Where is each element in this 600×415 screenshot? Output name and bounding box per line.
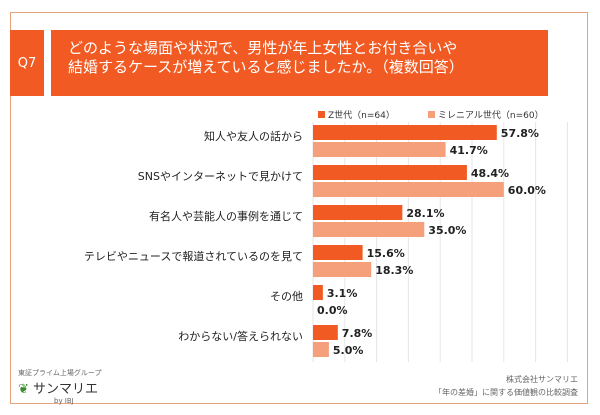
data-label: 35.0% xyxy=(428,224,466,237)
bar xyxy=(313,165,467,180)
data-label: 0.0% xyxy=(317,304,348,317)
category-label: 知人や友人の話から xyxy=(204,129,303,143)
chart-title: どのような場面や状況で、男性が年上女性とお付き合いや 結婚するケースが増えている… xyxy=(51,30,548,96)
data-label: 7.8% xyxy=(342,327,373,340)
bar xyxy=(313,342,329,357)
data-label: 60.0% xyxy=(508,184,546,197)
legend-swatch xyxy=(428,111,435,118)
legend-label: ミレニアル世代（n=60） xyxy=(438,111,544,121)
data-label: 28.1% xyxy=(406,207,444,220)
bar xyxy=(313,142,446,157)
logo-by: by IBJ xyxy=(54,397,74,405)
category-label: SNSやインターネットで見かけて xyxy=(138,170,303,183)
logo: 東証プライム上場グループ ❦ サンマリエ by IBJ xyxy=(18,369,102,405)
bar xyxy=(313,325,338,340)
data-label: 57.8% xyxy=(501,127,539,140)
legend-label: Z世代（n=64） xyxy=(328,111,395,121)
data-label: 3.1% xyxy=(327,287,358,300)
data-label: 48.4% xyxy=(471,167,509,180)
bar xyxy=(313,285,323,300)
bar xyxy=(313,182,504,197)
legend-item-z: Z世代（n=64） xyxy=(318,108,395,121)
footer-survey: 「年の差婚」に関する価値観の比較調査 xyxy=(434,388,578,397)
legend-swatch xyxy=(318,111,325,118)
footer: 株式会社サンマリエ「年の差婚」に関する価値観の比較調査 xyxy=(434,373,578,399)
data-label: 41.7% xyxy=(450,144,488,157)
bar xyxy=(313,262,372,277)
footer-company: 株式会社サンマリエ xyxy=(506,375,578,384)
bar xyxy=(313,245,363,260)
data-label: 18.3% xyxy=(375,264,413,277)
category-label: 有名人や芸能人の事例を通じて xyxy=(149,209,303,223)
chart-frame xyxy=(10,12,588,404)
category-label: その他 xyxy=(270,290,303,303)
bar xyxy=(313,125,497,140)
category-label: テレビやニュースで報道されているのを見て xyxy=(84,249,303,263)
data-label: 15.6% xyxy=(367,247,405,260)
legend-item-millennial: ミレニアル世代（n=60） xyxy=(428,108,544,121)
question-number: Q7 xyxy=(10,30,44,96)
logo-text: サンマリエ xyxy=(33,382,99,397)
bar xyxy=(313,205,403,220)
data-label: 5.0% xyxy=(333,344,364,357)
category-label: わからない/答えられない xyxy=(178,329,303,343)
logo-tag: 東証プライム上場グループ xyxy=(18,369,102,377)
bar xyxy=(313,222,425,237)
